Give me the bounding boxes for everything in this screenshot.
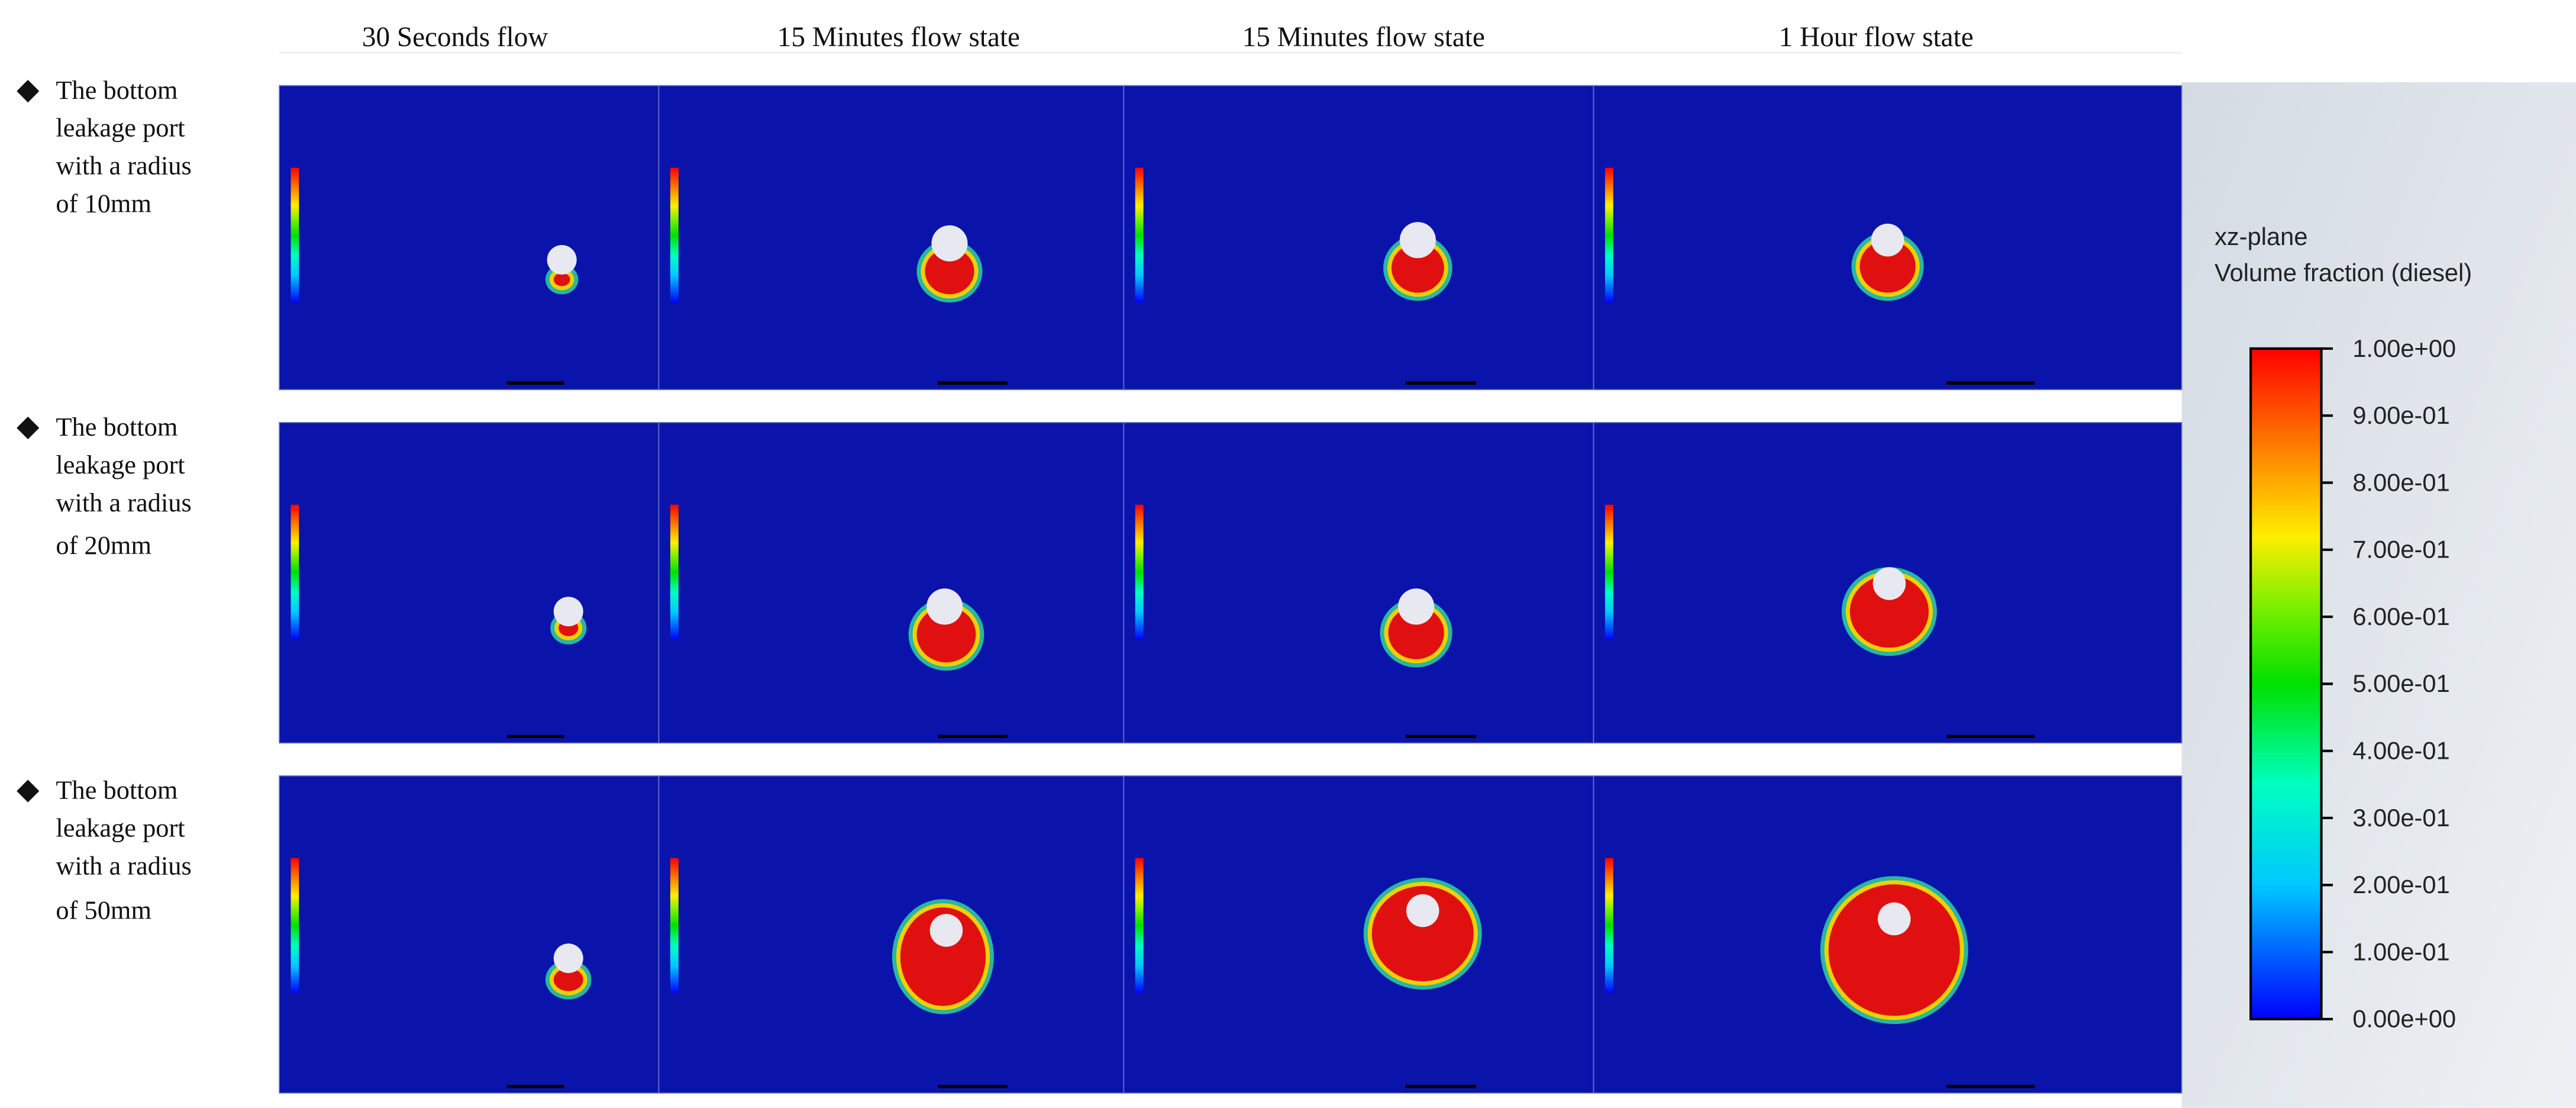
mini-colorbar <box>290 858 299 993</box>
simulation-panel <box>1123 422 1594 744</box>
mini-colorbar <box>1605 504 1613 640</box>
plume-core <box>900 907 986 1006</box>
colorbar-tick-label: 8.00e-01 <box>2352 468 2449 496</box>
simulation-panel <box>658 775 1125 1094</box>
column-header: 15 Minutes flow state <box>777 22 1020 53</box>
tank <box>1399 222 1436 259</box>
mini-colorbar <box>1135 504 1144 640</box>
tank <box>547 244 577 275</box>
column-header: 15 Minutes flow state <box>1242 22 1485 53</box>
plume-core <box>553 968 583 991</box>
colorbar-tick-label: 0.00e+00 <box>2352 1005 2456 1033</box>
row-label: leakage port <box>56 450 185 479</box>
bullet: ◆ <box>17 772 40 806</box>
row-label: The bottom <box>56 75 177 105</box>
tank <box>1398 588 1435 625</box>
simulation-panel <box>279 422 660 744</box>
colorbar-panel <box>2181 82 2576 1108</box>
plume-core <box>916 606 976 663</box>
row-label: of 10mm <box>56 188 151 218</box>
colorbar-tick-label: 3.00e-01 <box>2352 804 2449 832</box>
plume-core <box>1828 884 1960 1016</box>
plume-core <box>1849 575 1929 648</box>
simulation-panel <box>658 422 1125 744</box>
mini-colorbar <box>290 168 299 303</box>
mini-colorbar <box>1135 168 1144 303</box>
tank <box>553 943 583 974</box>
plume-core <box>1371 885 1474 981</box>
plume-core <box>1860 240 1916 293</box>
simulation-panel <box>1123 775 1594 1094</box>
tank <box>1877 902 1911 936</box>
colorbar-tick-label: 1.00e+00 <box>2352 334 2456 362</box>
colorbar <box>2249 347 2323 1020</box>
tank <box>927 588 963 625</box>
row-label: of 20mm <box>56 530 151 560</box>
row-label: with a radius <box>56 851 191 880</box>
row-label: leakage port <box>56 813 185 843</box>
simulation-panel <box>1123 85 1594 391</box>
colorbar-title: xz-plane <box>2215 223 2307 250</box>
colorbar-tick-label: 7.00e-01 <box>2352 536 2449 563</box>
mini-colorbar <box>670 504 679 640</box>
row-label: The bottom <box>56 412 177 442</box>
column-header: 30 Seconds flow <box>362 22 548 53</box>
bullet: ◆ <box>17 409 40 442</box>
tank <box>553 597 583 627</box>
colorbar-tick-label: 4.00e-01 <box>2352 737 2449 765</box>
simulation-panel <box>658 85 1125 391</box>
plume-core <box>1391 243 1444 293</box>
mini-colorbar <box>1135 858 1144 993</box>
colorbar-tick-label: 9.00e-01 <box>2352 401 2449 429</box>
column-header: 1 Hour flow state <box>1779 22 1974 53</box>
mini-colorbar <box>1605 168 1613 303</box>
tank <box>1873 567 1906 600</box>
colorbar-title: Volume fraction (diesel) <box>2215 259 2472 286</box>
plume-core <box>925 248 974 295</box>
mini-colorbar <box>670 858 679 993</box>
mini-colorbar <box>670 168 679 303</box>
tank <box>929 914 963 947</box>
plume-core <box>553 273 570 286</box>
colorbar-tick-label: 6.00e-01 <box>2352 603 2449 630</box>
tank <box>1406 894 1439 927</box>
row-label: leakage port <box>56 113 185 143</box>
bullet: ◆ <box>17 72 40 105</box>
row-label: The bottom <box>56 775 177 805</box>
row-label: with a radius <box>56 151 191 181</box>
tank <box>1871 223 1904 257</box>
colorbar-tick-label: 2.00e-01 <box>2352 871 2449 898</box>
mini-colorbar <box>290 504 299 640</box>
simulation-panel <box>279 85 660 391</box>
tank <box>931 225 968 262</box>
plume-core <box>1388 606 1444 659</box>
simulation-panel <box>279 775 660 1094</box>
colorbar-tick-label: 1.00e-01 <box>2352 938 2449 965</box>
row-label: of 50mm <box>56 895 151 925</box>
mini-colorbar <box>1605 858 1613 993</box>
row-label: with a radius <box>56 488 191 517</box>
colorbar-tick-label: 5.00e-01 <box>2352 669 2449 697</box>
